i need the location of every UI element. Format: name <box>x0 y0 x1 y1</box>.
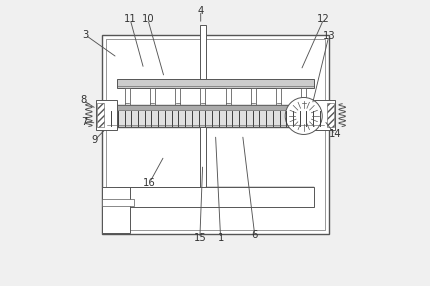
Bar <box>101 35 329 234</box>
Bar <box>200 88 205 106</box>
Bar <box>101 187 130 233</box>
Text: 3: 3 <box>82 30 88 40</box>
Text: 8: 8 <box>80 95 86 105</box>
Bar <box>250 88 255 106</box>
Bar <box>124 88 129 106</box>
Bar <box>101 199 134 206</box>
Text: 1: 1 <box>217 233 223 243</box>
Bar <box>301 88 306 106</box>
Bar <box>225 88 230 106</box>
Bar <box>275 88 280 106</box>
Text: 14: 14 <box>328 130 341 140</box>
Text: 7: 7 <box>81 117 88 127</box>
Text: 12: 12 <box>316 14 329 24</box>
Bar <box>327 103 333 127</box>
Bar <box>106 39 324 230</box>
Text: 9: 9 <box>91 135 98 145</box>
Text: 16: 16 <box>143 178 156 188</box>
Bar <box>175 88 180 106</box>
Bar <box>96 100 117 130</box>
Text: 10: 10 <box>141 14 154 24</box>
Bar <box>117 187 313 207</box>
Text: 6: 6 <box>251 231 258 241</box>
Bar <box>199 127 206 187</box>
Circle shape <box>285 98 322 134</box>
Bar <box>117 79 313 88</box>
Text: 15: 15 <box>193 233 206 243</box>
Bar <box>150 88 155 106</box>
Bar <box>106 105 324 127</box>
Text: 11: 11 <box>123 14 136 24</box>
Bar <box>107 105 323 110</box>
Bar <box>97 103 103 127</box>
Bar <box>199 25 206 79</box>
Text: 13: 13 <box>322 31 334 41</box>
Text: 4: 4 <box>197 6 203 16</box>
Bar <box>313 100 334 130</box>
